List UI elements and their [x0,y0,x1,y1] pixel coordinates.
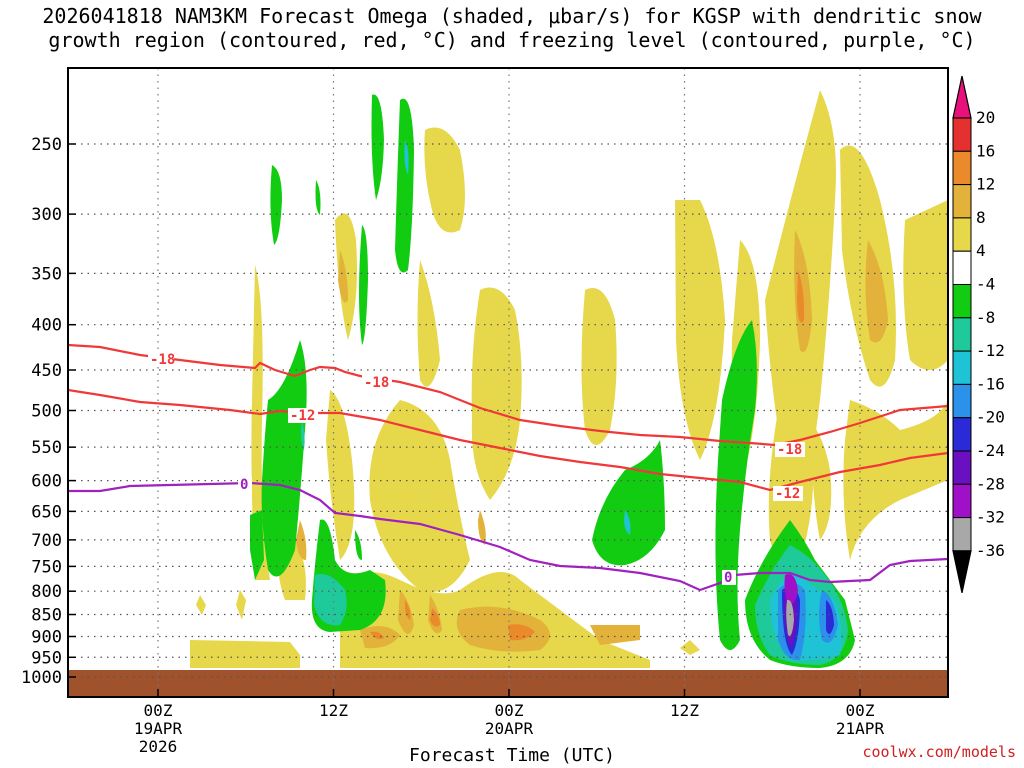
colorbar-label: -16 [976,374,1005,393]
x-tick-label: 2026 [139,737,178,756]
colorbar-label: -24 [976,441,1005,460]
x-tick-label: 20APR [485,719,534,738]
colorbar-segment [952,483,972,519]
y-tick-label: 600 [31,472,62,492]
colorbar-segment [952,250,972,285]
title-line-1: 2026041818 NAM3KM Forecast Omega (shaded… [42,4,982,28]
credit-text: coolwx.com/models [862,743,1016,761]
colorbar-segment [952,317,972,352]
colorbar-label: 8 [976,208,986,227]
colorbar-segment [952,350,972,385]
x-tick-label: 00Z [144,701,173,720]
ground-area [68,670,948,697]
y-tick-label: 950 [31,648,62,668]
x-tick-label: 19APR [134,719,183,738]
y-tick-label: 450 [31,361,62,381]
colorbar-bottom-triangle [952,550,972,594]
y-tick-label: 750 [31,557,62,577]
colorbar-segment [952,184,972,219]
contour-label-freezing-a: 0 [240,477,248,493]
plot-frame [67,67,949,698]
x-tick-label: 12Z [670,701,699,720]
contour-label-minus12-b: -12 [775,486,800,502]
colorbar-segment [952,517,972,552]
contour-label-minus18-c: -18 [777,442,802,458]
colorbar-segment [952,383,972,419]
colorbar: 20 16 12 8 4 -4 -8 -12 -16 -20 -24 -28 -32 -36 [952,75,1005,594]
y-tick-label: 250 [31,135,62,155]
gridlines [68,68,948,697]
colorbar-segment [952,284,972,319]
colorbar-label: 20 [976,108,995,127]
y-axis: 2503003504004505005506006507007508008509… [21,135,76,688]
y-tick-label: 1000 [21,668,62,688]
x-axis-title: Forecast Time (UTC) [409,745,615,766]
y-tick-label: 500 [31,402,62,422]
colorbar-label: -32 [976,508,1005,527]
y-tick-label: 650 [31,502,62,522]
y-tick-label: 300 [31,205,62,225]
colorbar-label: 16 [976,141,995,160]
y-tick-label: 800 [31,582,62,602]
colorbar-label: -20 [976,408,1005,427]
contour-label-minus12-a: -12 [290,408,315,424]
colorbar-segment [952,117,972,152]
x-tick-label: 12Z [319,701,348,720]
colorbar-segment [952,450,972,485]
colorbar-segment [952,150,972,186]
colorbar-label: -12 [976,341,1005,360]
y-tick-label: 350 [31,264,62,284]
colorbar-label: 4 [976,241,986,260]
y-tick-label: 850 [31,606,62,626]
title-line-2: growth region (contoured, red, °C) and f… [48,28,976,52]
dgz-minus12-contour [68,388,948,492]
y-tick-label: 550 [31,438,62,458]
x-tick-label: 00Z [846,701,875,720]
colorbar-label: -36 [976,541,1005,560]
contour-label-freezing-b: 0 [724,570,732,586]
y-tick-label: 400 [31,316,62,336]
chart-title: 2026041818 NAM3KM Forecast Omega (shaded… [0,4,1024,52]
colorbar-label: -4 [976,275,995,294]
contour-labels: -18 -18 -18 -12 -12 0 0 [148,352,805,586]
y-tick-label: 700 [31,531,62,551]
contour-label-minus18-b: -18 [364,375,389,391]
colorbar-label: 12 [976,175,995,194]
colorbar-label: -8 [976,308,995,327]
x-tick-label: 21APR [836,719,885,738]
omega-shading [68,90,948,697]
y-tick-label: 900 [31,627,62,647]
colorbar-top-triangle [952,75,972,119]
colorbar-segment [952,217,972,252]
colorbar-segment [952,417,972,452]
contour-label-minus18-a: -18 [150,352,175,368]
x-tick-label: 00Z [495,701,524,720]
colorbar-label: -28 [976,474,1005,493]
